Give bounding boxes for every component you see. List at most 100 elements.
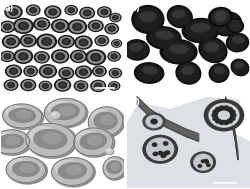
Ellipse shape: [59, 106, 74, 115]
Circle shape: [111, 84, 116, 88]
Ellipse shape: [190, 23, 209, 32]
Circle shape: [4, 24, 11, 30]
Circle shape: [6, 26, 9, 28]
Ellipse shape: [0, 130, 29, 154]
Circle shape: [111, 54, 117, 59]
Ellipse shape: [146, 138, 173, 160]
Ellipse shape: [222, 17, 234, 26]
Ellipse shape: [51, 104, 79, 120]
Circle shape: [114, 42, 118, 45]
Circle shape: [99, 8, 109, 16]
Circle shape: [160, 154, 165, 157]
Circle shape: [30, 8, 36, 13]
Circle shape: [24, 66, 37, 76]
Circle shape: [112, 15, 118, 20]
Circle shape: [204, 160, 207, 162]
Circle shape: [81, 9, 92, 17]
Circle shape: [18, 22, 28, 30]
Ellipse shape: [142, 67, 157, 74]
Ellipse shape: [208, 64, 228, 82]
Ellipse shape: [130, 44, 142, 51]
Ellipse shape: [89, 108, 124, 138]
Ellipse shape: [12, 161, 39, 176]
Circle shape: [46, 70, 50, 73]
Circle shape: [21, 80, 36, 91]
Circle shape: [62, 39, 70, 45]
Circle shape: [76, 55, 80, 58]
Circle shape: [38, 55, 45, 60]
Circle shape: [109, 53, 118, 60]
Circle shape: [10, 68, 18, 74]
Ellipse shape: [0, 131, 31, 155]
Ellipse shape: [204, 43, 218, 52]
Ellipse shape: [74, 129, 114, 157]
Circle shape: [206, 164, 209, 167]
Ellipse shape: [167, 6, 192, 28]
Circle shape: [77, 83, 84, 88]
Ellipse shape: [4, 105, 43, 129]
Ellipse shape: [146, 27, 180, 49]
Circle shape: [64, 40, 68, 43]
Circle shape: [90, 22, 101, 30]
Circle shape: [110, 69, 120, 77]
Circle shape: [41, 66, 54, 76]
Ellipse shape: [26, 124, 76, 158]
Ellipse shape: [52, 158, 93, 185]
Circle shape: [110, 27, 113, 30]
Circle shape: [58, 36, 74, 48]
Circle shape: [48, 9, 56, 15]
Circle shape: [74, 53, 82, 59]
Ellipse shape: [30, 127, 57, 143]
Circle shape: [38, 21, 46, 27]
Ellipse shape: [200, 40, 224, 60]
Circle shape: [4, 36, 18, 47]
Ellipse shape: [58, 163, 86, 179]
Circle shape: [96, 69, 102, 74]
Ellipse shape: [216, 14, 238, 34]
Circle shape: [102, 11, 106, 13]
Circle shape: [52, 113, 60, 119]
Circle shape: [37, 34, 56, 49]
Circle shape: [83, 10, 90, 16]
Circle shape: [94, 25, 97, 27]
Circle shape: [95, 36, 108, 46]
Circle shape: [112, 71, 118, 75]
Circle shape: [60, 69, 72, 77]
Circle shape: [114, 17, 116, 19]
Circle shape: [106, 149, 113, 154]
Circle shape: [86, 50, 105, 65]
Ellipse shape: [94, 112, 117, 129]
Circle shape: [44, 85, 47, 87]
Ellipse shape: [6, 157, 45, 183]
Circle shape: [111, 40, 121, 47]
Circle shape: [112, 55, 115, 57]
Circle shape: [4, 80, 18, 90]
Ellipse shape: [52, 158, 95, 187]
Circle shape: [9, 40, 13, 43]
Circle shape: [115, 43, 117, 44]
Circle shape: [98, 38, 105, 43]
Circle shape: [45, 6, 60, 18]
Circle shape: [97, 70, 101, 72]
Ellipse shape: [190, 152, 214, 172]
Circle shape: [24, 38, 32, 44]
Ellipse shape: [48, 101, 70, 115]
Circle shape: [7, 7, 20, 17]
Ellipse shape: [91, 110, 110, 125]
Circle shape: [146, 115, 161, 128]
Ellipse shape: [232, 61, 246, 74]
Circle shape: [100, 9, 107, 15]
Ellipse shape: [210, 65, 226, 81]
Circle shape: [16, 51, 30, 62]
Circle shape: [79, 69, 87, 75]
Circle shape: [79, 39, 88, 46]
Ellipse shape: [155, 31, 172, 39]
Circle shape: [75, 66, 91, 78]
Circle shape: [2, 22, 13, 31]
Ellipse shape: [0, 132, 16, 144]
Circle shape: [93, 55, 98, 59]
Ellipse shape: [139, 12, 155, 22]
Circle shape: [60, 37, 72, 46]
Circle shape: [51, 50, 68, 63]
Circle shape: [5, 5, 22, 19]
